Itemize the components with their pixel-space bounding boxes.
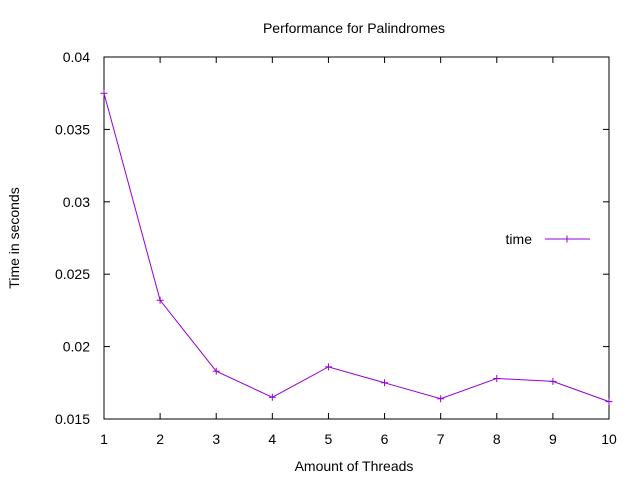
y-tick-label: 0.025 (55, 266, 90, 282)
x-tick-label: 7 (437, 431, 445, 447)
data-point (100, 89, 108, 97)
x-tick-label: 9 (549, 431, 557, 447)
data-point (381, 379, 389, 387)
y-tick-label: 0.015 (55, 411, 90, 427)
legend-label-time: time (506, 231, 533, 247)
x-tick-label: 1 (100, 431, 108, 447)
y-axis-label: Time in seconds (6, 187, 22, 288)
x-tick-label: 6 (381, 431, 389, 447)
data-point (324, 363, 332, 371)
legend-marker-time (563, 235, 571, 243)
x-tick-label: 4 (268, 431, 276, 447)
data-point (156, 296, 164, 304)
x-tick-label: 10 (601, 431, 617, 447)
series-line-time (103, 93, 610, 403)
plot-frame (103, 56, 610, 420)
x-tick-label: 5 (325, 431, 333, 447)
x-axis-label: Amount of Threads (295, 458, 414, 474)
y-tick-label: 0.04 (63, 49, 90, 65)
series-layer (100, 89, 613, 406)
y-tick-label: 0.03 (63, 194, 90, 210)
data-point (437, 395, 445, 403)
data-point (493, 374, 501, 382)
data-point (212, 367, 220, 375)
x-tick-label: 8 (493, 431, 501, 447)
legend: time (506, 231, 590, 247)
axis-ticks: 1 2 3 4 5 6 7 8 9 10 0.015 0.02 0.025 0.03 0.035 0.04 (55, 49, 617, 447)
x-tick-label: 3 (212, 431, 220, 447)
y-tick-label: 0.02 (63, 339, 90, 355)
chart-title: Performance for Palindromes (263, 20, 445, 36)
data-point (605, 398, 613, 406)
y-tick-label: 0.035 (55, 121, 90, 137)
data-point (268, 393, 276, 401)
x-tick-label: 2 (156, 431, 164, 447)
data-point (549, 377, 557, 385)
